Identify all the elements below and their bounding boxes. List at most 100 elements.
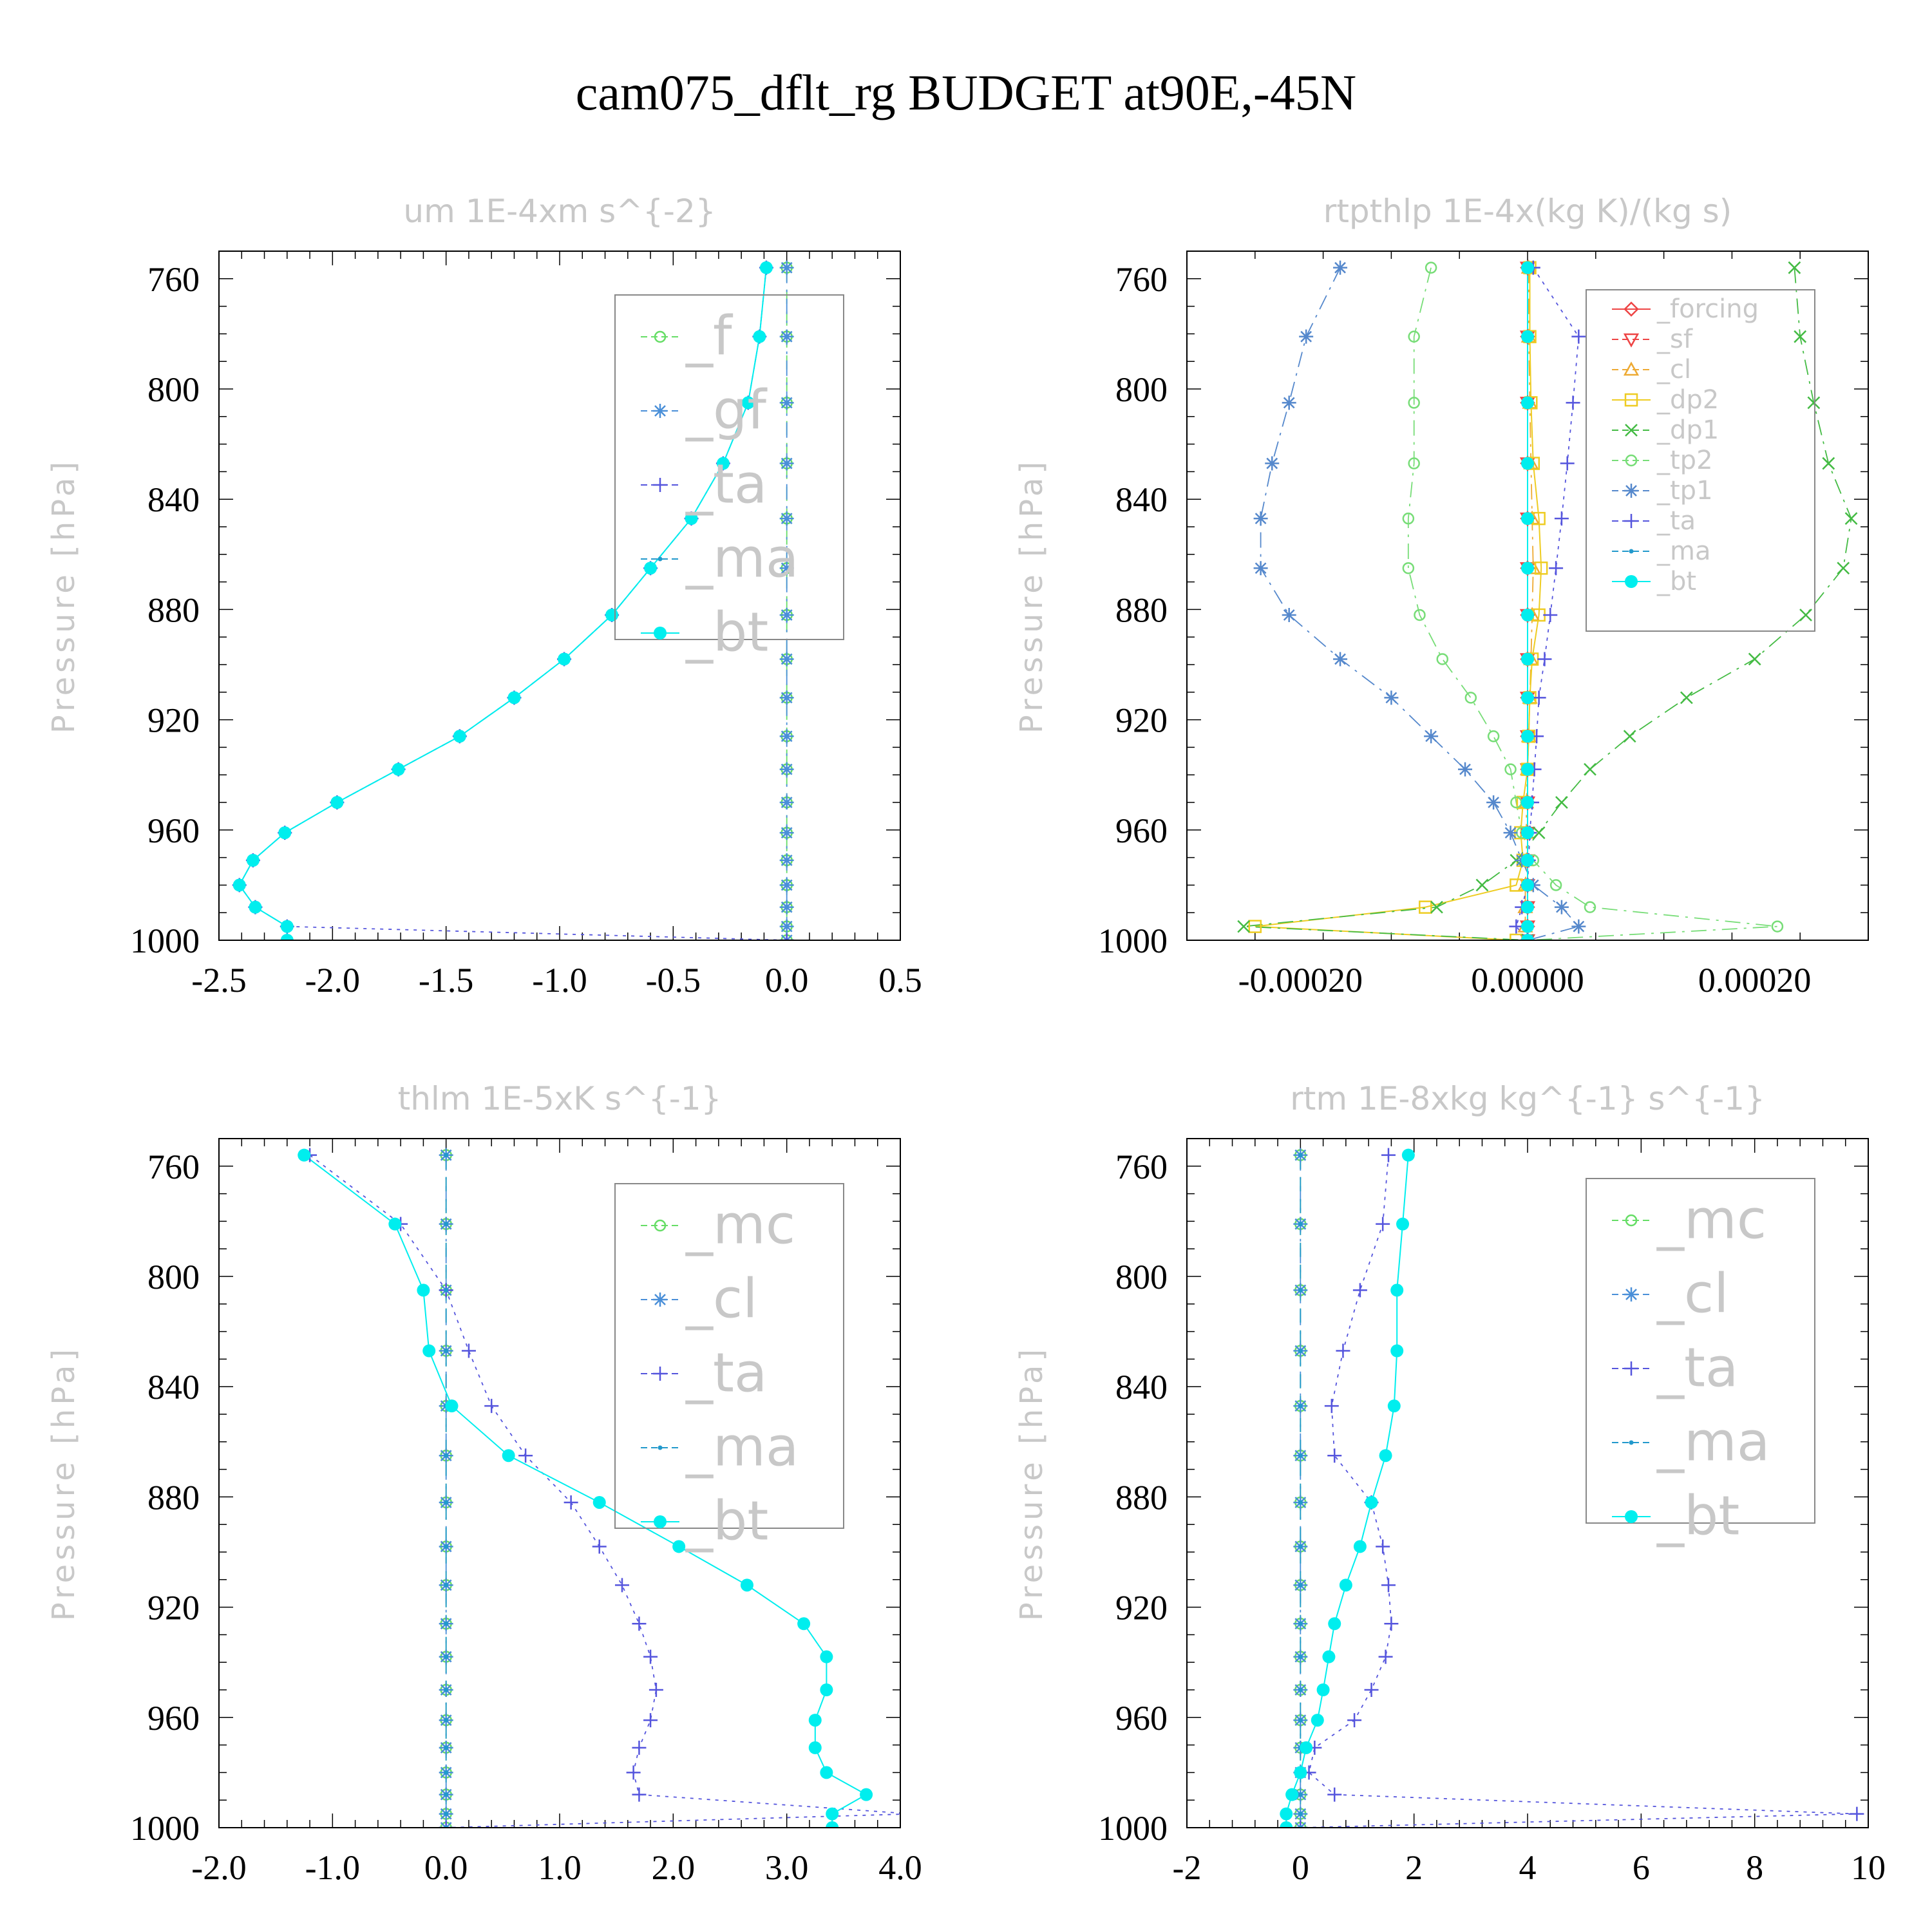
data-point <box>1327 1448 1342 1463</box>
legend-label: _ta <box>1656 1336 1738 1399</box>
data-point <box>779 329 794 344</box>
data-point <box>280 920 294 933</box>
data-point <box>1799 609 1812 621</box>
data-point <box>278 826 292 840</box>
data-point <box>1353 1540 1367 1553</box>
data-point <box>1771 920 1784 933</box>
data-point <box>779 690 794 705</box>
data-point <box>1487 730 1500 743</box>
data-point <box>445 1399 459 1413</box>
legend-label: _cl <box>685 1267 758 1331</box>
data-point <box>632 1740 647 1755</box>
legend-label: _cl <box>1656 355 1691 384</box>
x-tick-label: 4.0 <box>878 1848 922 1887</box>
data-point <box>1748 652 1761 666</box>
y-tick-label: 920 <box>1115 1589 1168 1627</box>
data-point <box>1521 796 1534 809</box>
y-tick-label: 880 <box>1115 591 1168 629</box>
data-point <box>1324 1399 1339 1414</box>
y-tick-label: 920 <box>147 701 200 740</box>
legend-marker <box>658 556 663 562</box>
data-point <box>507 691 521 705</box>
y-tick-label: 960 <box>147 811 200 850</box>
legend-label: _gf <box>685 379 768 442</box>
data-point <box>392 762 405 776</box>
data-point <box>1333 260 1348 275</box>
data-point <box>444 1770 449 1775</box>
y-tick-label: 840 <box>147 1368 200 1406</box>
y-tick-label: 880 <box>147 1478 200 1517</box>
legend-label: _ma <box>685 527 799 590</box>
data-point <box>1298 1287 1303 1293</box>
legend-marker <box>653 1367 667 1381</box>
series-line <box>309 1154 900 1828</box>
data-point <box>1387 1399 1401 1413</box>
legend-label: _f <box>685 305 734 368</box>
data-point <box>1280 1807 1293 1821</box>
x-tick-label: 6 <box>1633 1848 1650 1887</box>
data-point <box>1408 330 1420 343</box>
data-point <box>753 330 766 343</box>
legend-marker <box>1629 549 1634 554</box>
legend-marker <box>658 1445 663 1450</box>
legend-label: _bt <box>685 601 768 664</box>
y-tick-label: 1000 <box>130 922 200 960</box>
data-point <box>444 1582 449 1587</box>
data-point <box>1298 1812 1303 1817</box>
y-tick-label: 1000 <box>1098 922 1168 960</box>
x-tick-label: 10 <box>1851 1848 1886 1887</box>
chart-panel: thlm 1E-5xK s^{-1} Pressure [hPa] -2.0 -1.0… <box>46 1080 922 1887</box>
legend-label: _forcing <box>1656 294 1759 324</box>
x-tick-label: 0.0 <box>424 1848 468 1887</box>
data-point <box>808 1714 822 1727</box>
legend-label: _mc <box>1656 1188 1766 1251</box>
data-point <box>1408 397 1420 409</box>
y-tick-label: 880 <box>147 591 200 629</box>
data-point <box>388 1217 402 1231</box>
y-tick-label: 880 <box>1115 1478 1168 1517</box>
legend: _mc _cl _ta _ma _bt <box>1586 1178 1815 1548</box>
chart-panel: rtm 1E-8xkg kg^{-1} s^{-1} Pressure [hPa]… <box>1014 1080 1886 1887</box>
x-tick-label: -1.5 <box>419 961 473 999</box>
y-tick-label: 920 <box>1115 701 1168 740</box>
series-line <box>1255 267 1542 940</box>
x-tick-label: 8 <box>1746 1848 1763 1887</box>
x-tick-label: 4 <box>1519 1848 1537 1887</box>
data-point <box>1364 1683 1379 1697</box>
legend-marker <box>653 1293 667 1307</box>
data-point <box>759 261 773 274</box>
data-point <box>820 1766 833 1779</box>
data-point <box>1298 1222 1303 1227</box>
data-point <box>1521 691 1534 705</box>
data-point <box>592 1495 606 1509</box>
y-axis-label: Pressure [hPa] <box>1014 458 1050 734</box>
data-point <box>1566 395 1580 410</box>
x-tick-label: 0.00020 <box>1698 961 1812 999</box>
data-point <box>1396 1217 1410 1231</box>
figure-title: cam075_dflt_rg BUDGET at90E,-45N <box>576 64 1356 120</box>
data-point <box>685 512 698 526</box>
data-point <box>1299 329 1314 344</box>
data-point <box>444 1792 449 1797</box>
legend-marker <box>653 478 667 492</box>
y-tick-label: 760 <box>147 1148 200 1186</box>
data-point <box>1298 1687 1303 1692</box>
data-point <box>1298 1500 1303 1505</box>
legend-label: _ta <box>685 1341 767 1405</box>
data-point <box>1521 762 1534 776</box>
legend-label: _tp1 <box>1656 476 1713 506</box>
data-point <box>1788 261 1801 274</box>
data-point <box>1521 730 1534 743</box>
data-point <box>280 934 294 940</box>
data-point <box>779 826 794 840</box>
data-point <box>1554 511 1569 526</box>
y-tick-label: 760 <box>147 260 200 299</box>
y-tick-label: 840 <box>1115 1368 1168 1406</box>
y-tick-label: 960 <box>1115 811 1168 850</box>
data-point <box>1298 1544 1303 1549</box>
data-point <box>444 1222 449 1227</box>
legend-label: _ma <box>1656 536 1710 566</box>
data-point <box>1436 653 1448 665</box>
legend-label: _bt <box>1656 1484 1739 1548</box>
